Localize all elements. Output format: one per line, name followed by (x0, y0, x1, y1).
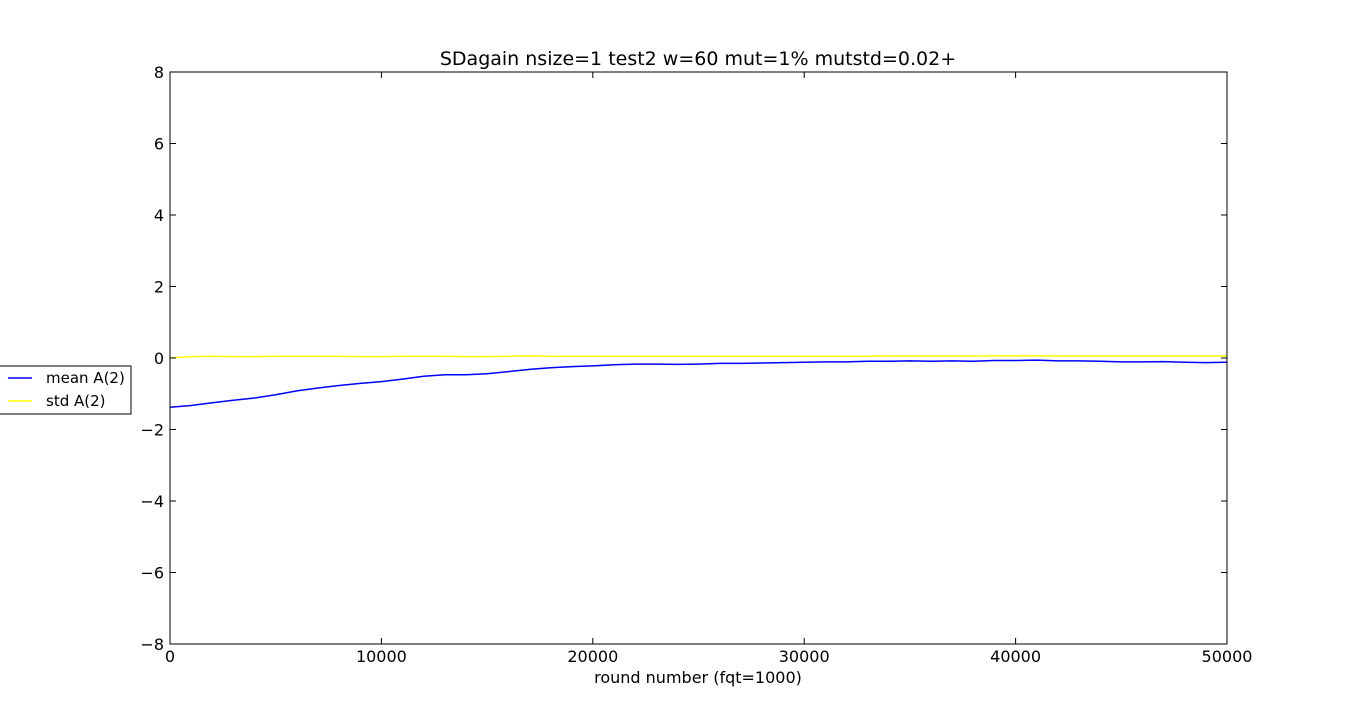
x-tick-label: 50000 (1202, 647, 1253, 666)
y-tick-label: 4 (154, 206, 164, 225)
x-axis-label: round number (fqt=1000) (594, 668, 802, 687)
y-tick-label: −4 (140, 492, 164, 511)
series-layer (169, 355, 1228, 409)
series-line-0 (169, 359, 1228, 409)
legend-label-std: std A(2) (46, 392, 106, 410)
y-tick-label: −2 (140, 421, 164, 440)
y-tick-label: 0 (154, 349, 164, 368)
legend-box (0, 365, 132, 415)
y-tick-label: 2 (154, 278, 164, 297)
legend-label-mean: mean A(2) (46, 369, 125, 387)
x-tick-label: 30000 (779, 647, 830, 666)
y-tick-label: 8 (154, 63, 164, 82)
x-tick-label: 40000 (990, 647, 1041, 666)
plot-background (170, 72, 1227, 644)
x-tick-label: 20000 (567, 647, 618, 666)
ticks-layer: 0 10000 20000 30000 40000 50000 −8 −6 −4 −2 0 2 4 6 8 (140, 63, 1252, 666)
y-tick-label: −8 (140, 635, 164, 654)
y-tick-label: −6 (140, 564, 164, 583)
y-tick-label: 6 (154, 135, 164, 154)
chart-title: SDagain nsize=1 test2 w=60 mut=1% mutstd… (440, 48, 956, 70)
legend: mean A(2) std A(2) (0, 365, 132, 415)
x-tick-label: 10000 (356, 647, 407, 666)
series-line-1 (169, 355, 1227, 359)
x-tick-label: 0 (165, 647, 175, 666)
